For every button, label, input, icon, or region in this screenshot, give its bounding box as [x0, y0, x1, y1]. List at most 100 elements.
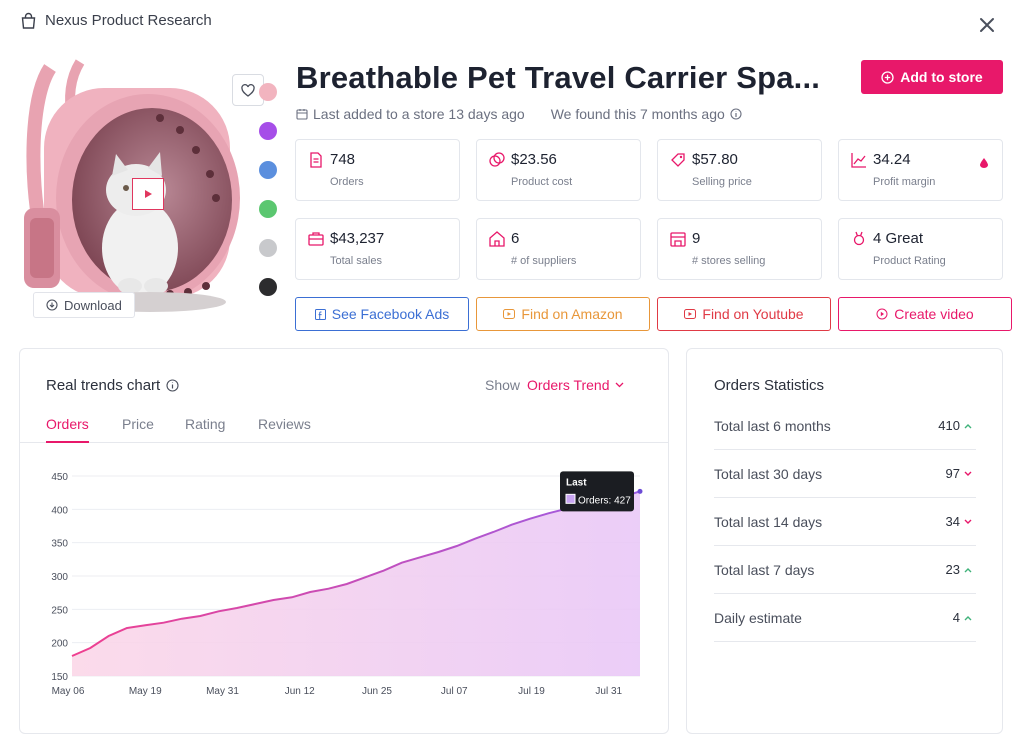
trend-icon [851, 153, 866, 168]
document-icon [310, 152, 322, 168]
create-video-label: Create video [894, 306, 974, 322]
color-swatch[interactable] [259, 83, 277, 101]
orders-area [72, 491, 640, 676]
x-tick-label: Jul 19 [518, 686, 545, 697]
info-icon[interactable] [730, 108, 742, 120]
trend-dropdown[interactable]: Orders Trend [527, 377, 623, 393]
add-to-store-button[interactable]: Add to store [861, 60, 1003, 94]
orders-line [71, 490, 641, 657]
chevron-up-icon [964, 423, 972, 428]
found-info: We found this 7 months ago [551, 106, 742, 122]
stat-card-total-sales: $43,237 Total sales [295, 218, 460, 280]
youtube-label: Find on Youtube [702, 306, 804, 322]
stat-value: $57.80 [692, 151, 738, 168]
stat-card-selling-price: $57.80 Selling price [657, 139, 822, 201]
stat-row-label: Total last 7 days [714, 562, 815, 578]
stat-row-value: 410 [938, 418, 972, 433]
app-brand: Nexus Product Research [45, 12, 212, 29]
play-video-button[interactable] [132, 178, 164, 210]
stat-label: Product Rating [873, 255, 946, 267]
download-button[interactable]: Download [33, 292, 135, 318]
stat-card-suppliers: 6 # of suppliers [476, 218, 641, 280]
tooltip-box [560, 471, 634, 512]
close-icon[interactable] [976, 14, 998, 36]
stat-row-value: 23 [946, 562, 972, 577]
stat-row: Daily estimate 4 [714, 594, 976, 642]
orders-statistics-title: Orders Statistics [714, 377, 825, 394]
house-icon [489, 231, 505, 247]
info-icon[interactable] [166, 379, 179, 392]
calendar-icon [296, 109, 308, 120]
last-point [637, 488, 643, 494]
download-icon [46, 299, 58, 311]
tab-orders[interactable]: Orders [46, 416, 89, 443]
stat-card-orders: 748 Orders [295, 139, 460, 201]
stat-row-label: Total last 6 months [714, 418, 831, 434]
color-swatch[interactable] [259, 239, 277, 257]
last-added-info: Last added to a store 13 days ago [296, 106, 525, 122]
coins-icon [489, 152, 505, 167]
tooltip-title: Last [566, 477, 587, 488]
color-swatch[interactable] [259, 278, 277, 296]
color-swatch[interactable] [259, 161, 277, 179]
stat-card-product-rating: 4 Great Product Rating [838, 218, 1003, 280]
product-image[interactable] [20, 58, 242, 320]
tab-reviews[interactable]: Reviews [258, 416, 311, 432]
chevron-down-icon [615, 382, 623, 388]
stat-value: 34.24 [873, 151, 911, 168]
last-added-text: Last added to a store 13 days ago [313, 106, 525, 122]
stat-value: $23.56 [511, 151, 557, 168]
y-tick-label: 450 [51, 472, 68, 483]
chevron-down-icon [964, 471, 972, 476]
stat-row: Total last 30 days 97 [714, 450, 976, 498]
find-on-youtube-button[interactable]: Find on Youtube [657, 297, 831, 331]
stat-row-value: 34 [946, 514, 972, 529]
stat-row-value: 97 [946, 466, 972, 481]
y-tick-label: 200 [51, 639, 68, 650]
amazon-icon [503, 309, 516, 319]
download-label: Download [64, 297, 122, 313]
stat-row: Total last 6 months 410 [714, 402, 976, 450]
find-on-amazon-button[interactable]: Find on Amazon [476, 297, 650, 331]
show-label: Show [485, 377, 521, 393]
trend-tabs: Orders Price Rating Reviews [20, 416, 668, 443]
x-tick-label: Jul 31 [595, 686, 622, 697]
stat-value: 6 [511, 230, 520, 247]
trends-title: Real trends chart [46, 377, 179, 394]
color-swatch[interactable] [259, 200, 277, 218]
stat-value: $43,237 [330, 230, 385, 247]
stat-label: # of suppliers [511, 255, 577, 267]
amazon-label: Find on Amazon [521, 306, 623, 322]
plus-circle-icon [881, 70, 894, 84]
y-tick-label: 150 [51, 672, 68, 683]
stat-card-stores-selling: 9 # stores selling [657, 218, 822, 280]
stat-label: Profit margin [873, 176, 936, 188]
tab-rating[interactable]: Rating [185, 416, 226, 432]
y-tick-label: 350 [51, 539, 68, 550]
stat-row: Total last 7 days 23 [714, 546, 976, 594]
award-icon [853, 231, 865, 246]
stat-label: Total sales [330, 255, 382, 267]
stat-row-label: Total last 14 days [714, 514, 823, 530]
color-swatch[interactable] [259, 122, 277, 140]
tab-price[interactable]: Price [122, 416, 154, 432]
drop-icon [980, 158, 988, 168]
trends-title-text: Real trends chart [46, 377, 161, 394]
stat-row-label: Total last 30 days [714, 466, 823, 482]
stat-label: Selling price [692, 176, 752, 188]
shopping-bag-icon [21, 12, 36, 29]
create-video-button[interactable]: Create video [838, 297, 1012, 331]
add-to-store-label: Add to store [900, 69, 983, 85]
trend-selector[interactable]: Show Orders Trend [485, 377, 624, 393]
favorite-button[interactable] [232, 74, 264, 106]
see-facebook-ads-button[interactable]: See Facebook Ads [295, 297, 469, 331]
orders-trend-chart: 150 200 250 300 350 400 450 May 06 May 19 May 31 J… [51, 471, 643, 697]
stat-row-value: 4 [953, 610, 972, 625]
x-tick-label: Jun 12 [285, 686, 315, 697]
facebook-icon [314, 308, 326, 320]
chevron-up-icon [964, 567, 972, 572]
briefcase-icon [308, 232, 324, 246]
x-tick-label: May 06 [52, 686, 85, 697]
stat-value: 9 [692, 230, 701, 247]
youtube-icon [684, 309, 697, 319]
